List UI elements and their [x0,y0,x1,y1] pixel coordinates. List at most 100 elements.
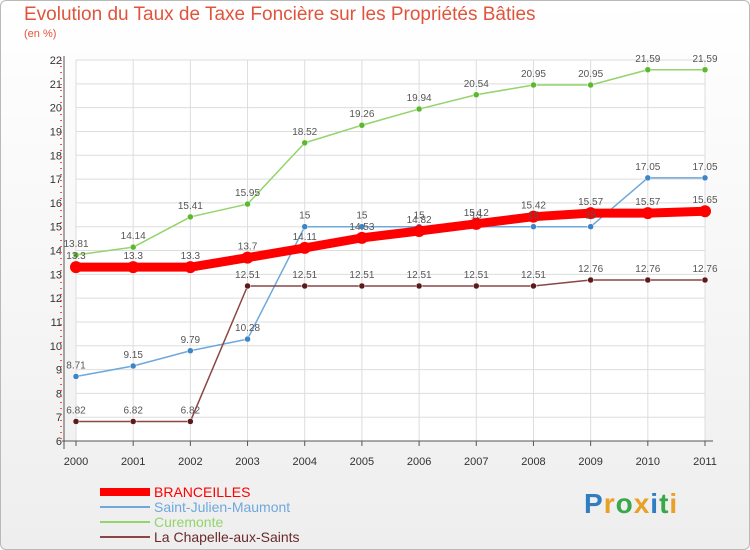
data-point [530,81,537,89]
y-tick-label: 18 [50,150,62,162]
y-tick-label: 10 [50,341,62,353]
x-tick-label: 2004 [292,456,316,468]
data-label: 15 [299,211,311,222]
data-label: 15.65 [692,195,717,206]
y-tick-label: 20 [50,103,62,115]
data-point [587,81,594,89]
y-tick-label: 19 [50,126,62,138]
data-label: 13.3 [181,251,201,262]
logo-letter: i [650,488,660,519]
data-point [187,418,194,425]
x-tick-label: 2007 [464,456,488,468]
data-point [358,223,366,230]
data-point [530,223,537,230]
data-point [358,121,366,129]
x-tick-label: 2001 [121,456,145,468]
data-label: 14.53 [349,222,374,233]
data-label: 12.51 [235,270,260,281]
data-point [644,174,652,182]
y-tick-label: 11 [51,317,62,329]
logo-letter: o [615,488,634,519]
logo-letter: r [603,488,616,519]
data-point [527,210,540,223]
y-tick-label: 16 [50,198,62,210]
data-point [358,282,366,290]
data-point [641,207,654,220]
data-label: 14.82 [407,215,432,226]
data-point [301,282,308,290]
x-tick-label: 2002 [178,456,202,468]
x-tick-label: 2000 [64,456,88,468]
data-label: 15.57 [578,197,603,208]
data-label: 15 [585,211,597,222]
logo-letter: i [669,488,679,519]
data-point [355,231,368,244]
series-line [71,206,710,272]
data-point [473,282,480,290]
data-point [244,335,251,343]
data-point [415,105,423,113]
data-point [644,66,652,74]
x-tick-label: 2003 [235,456,259,468]
logo-letter: x [633,488,651,519]
data-point [301,139,308,147]
data-label: 12.76 [635,264,660,275]
data-label: 6.82 [66,405,86,416]
data-label: 20.54 [464,79,489,90]
data-label: 15 [414,211,426,222]
logo-letter: P [584,488,604,519]
data-label: 9.15 [123,350,143,361]
data-point [701,276,709,284]
data-point [701,174,709,182]
y-tick-label: 12 [50,293,62,305]
data-label: 13.7 [238,242,258,253]
data-label: 14.14 [121,231,146,242]
y-axis-unit: (en %) [24,28,57,40]
x-tick-label: 2009 [578,456,602,468]
data-label: 17.05 [692,162,717,173]
data-label: 6.82 [181,405,201,416]
data-point [129,418,137,425]
data-point [187,213,194,221]
y-tick-label: 7 [56,412,62,424]
y-tick-label: 17 [50,174,62,186]
data-label: 19.26 [349,109,374,120]
series-line [75,69,706,256]
data-label: 12.76 [692,264,717,275]
chart-title: Evolution du Taux de Taxe Foncière sur l… [24,4,536,25]
data-point [301,223,308,230]
data-label: 6.82 [123,405,143,416]
data-point [187,347,194,355]
data-label: 21.59 [692,54,717,65]
x-tick-label: 2005 [350,456,374,468]
data-point [470,217,483,230]
y-tick-label: 14 [50,246,62,258]
legend-label: BRANCEILLES [154,484,250,500]
y-tick-label: 6 [56,436,62,448]
proxiti-logo: Proxiti [584,488,678,520]
data-label: 18.52 [292,127,317,138]
data-label: 12.76 [578,264,603,275]
data-point [72,418,80,425]
data-point [184,261,197,274]
data-point [701,66,709,74]
data-label: 15 [471,211,483,222]
data-label: 13.81 [63,239,88,250]
data-label: 20.95 [578,69,603,80]
y-tick-label: 9 [56,365,62,377]
data-label: 15.42 [521,201,546,212]
data-point [241,251,254,264]
data-label: 19.94 [407,93,432,104]
data-point [473,91,480,99]
data-point [413,224,426,237]
data-label: 12.51 [292,270,317,281]
data-label: 17.05 [635,162,660,173]
x-tick-label: 2006 [407,456,431,468]
data-point [129,362,137,370]
data-label: 15 [356,211,368,222]
data-point [415,282,423,290]
data-point [587,276,594,284]
data-point [129,243,137,251]
data-label: 15.41 [178,201,203,212]
data-label: 10.28 [235,323,260,334]
